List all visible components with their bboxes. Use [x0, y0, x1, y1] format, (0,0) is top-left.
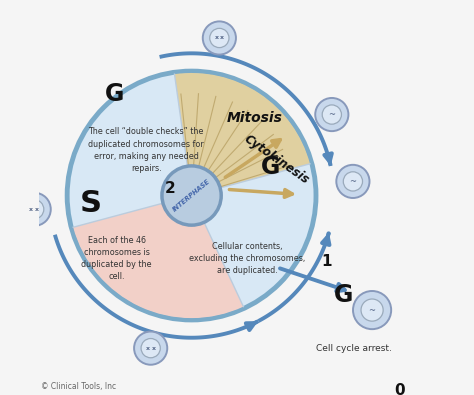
Circle shape [210, 28, 229, 48]
Wedge shape [174, 73, 310, 196]
Text: © Clinical Tools, Inc: © Clinical Tools, Inc [41, 382, 117, 391]
Circle shape [25, 200, 44, 219]
Text: ~: ~ [369, 306, 375, 314]
Text: G: G [105, 82, 124, 106]
Text: S: S [80, 189, 102, 218]
Text: 2: 2 [165, 181, 176, 196]
Circle shape [162, 166, 221, 225]
Circle shape [361, 299, 383, 321]
Circle shape [18, 193, 51, 226]
Circle shape [315, 98, 348, 131]
Circle shape [141, 339, 160, 358]
Text: x: x [146, 346, 150, 351]
Text: INTERPHASE: INTERPHASE [172, 178, 211, 213]
Circle shape [343, 172, 363, 191]
Circle shape [203, 21, 236, 55]
Text: G: G [334, 283, 353, 307]
Text: x: x [29, 207, 33, 212]
Text: Cell cycle arrest.: Cell cycle arrest. [316, 344, 392, 353]
Wedge shape [73, 196, 243, 318]
Circle shape [322, 105, 341, 124]
Text: x: x [215, 36, 219, 40]
Circle shape [353, 291, 391, 329]
Text: Mitosis: Mitosis [227, 111, 283, 126]
Text: 0: 0 [394, 383, 405, 395]
Text: x: x [35, 207, 39, 212]
Text: The cell “double checks” the
duplicated chromosomes for
error, making any needed: The cell “double checks” the duplicated … [88, 127, 204, 173]
Circle shape [134, 331, 167, 365]
Circle shape [67, 71, 316, 320]
Circle shape [337, 165, 370, 198]
Text: Cytokinesis: Cytokinesis [242, 133, 311, 187]
Text: 1: 1 [321, 254, 332, 269]
Text: x: x [152, 346, 155, 351]
Text: x: x [220, 36, 224, 40]
Text: Each of the 46
chromosomes is
duplicated by the
cell.: Each of the 46 chromosomes is duplicated… [81, 236, 152, 282]
Text: G: G [261, 155, 280, 179]
Text: ~: ~ [349, 177, 356, 186]
Text: ~: ~ [328, 110, 335, 119]
Text: Cellular contents,
excluding the chromosomes,
are duplicated.: Cellular contents, excluding the chromos… [189, 242, 305, 275]
